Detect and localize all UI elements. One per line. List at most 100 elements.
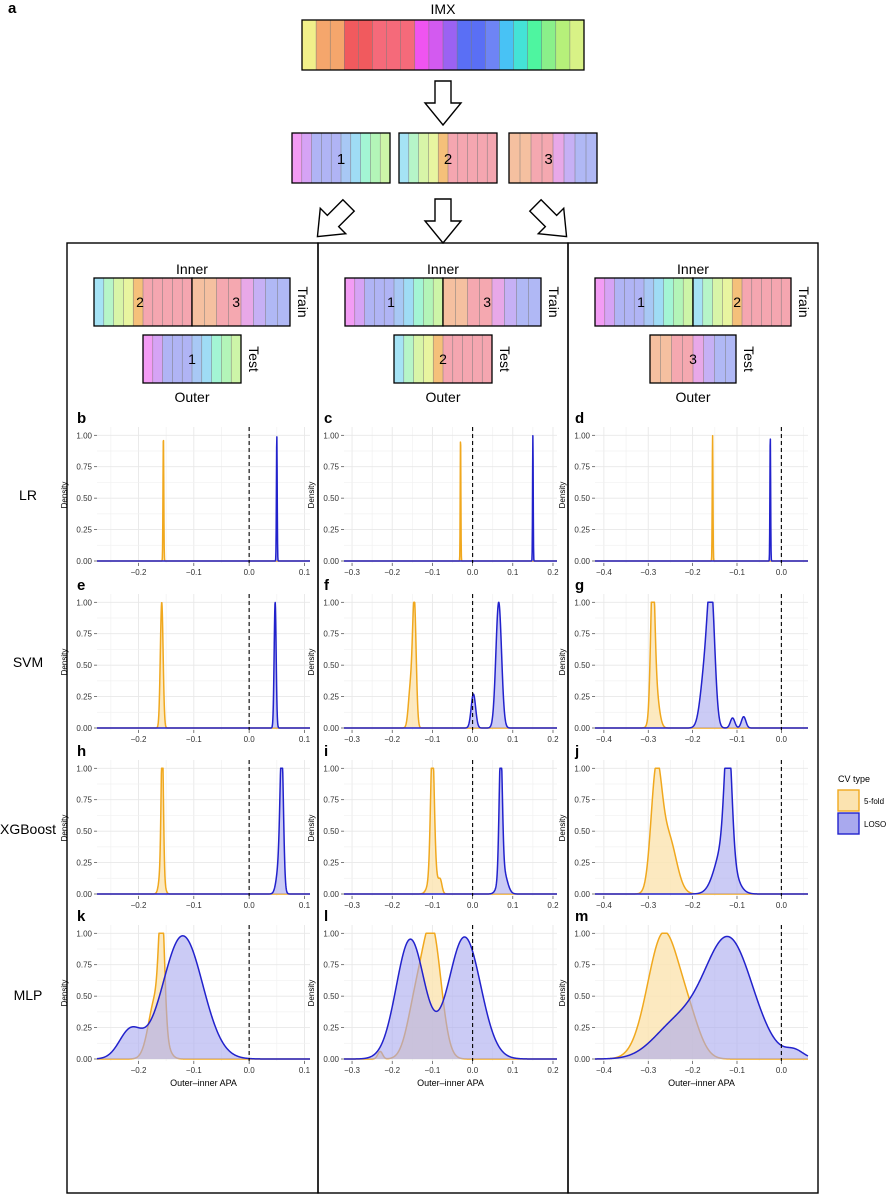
train-strip-a-1-segment [123, 278, 134, 326]
y-tick-label: 1.00 [574, 431, 590, 440]
arrow-to-col3 [528, 198, 568, 238]
dataset-strip-segment [457, 20, 472, 70]
y-tick-label: 0.75 [323, 630, 339, 639]
x-tick-label: −0.1 [186, 901, 202, 910]
train-strip-a-1-segment [133, 278, 144, 326]
y-tick-label: 0.00 [574, 724, 590, 733]
train-strip-b-2-segment [479, 278, 493, 326]
chart-panel-e: e 0.00 0.25 0.50 0.75 1.00 Density −0.2 −0.1 0.0 0… [60, 577, 311, 744]
test-strip-2-segment [482, 335, 493, 383]
density-line-loso [343, 767, 558, 895]
y-tick-label: 0.75 [574, 630, 590, 639]
y-tick-label: 0.50 [323, 494, 339, 503]
panel-letter-l: l [324, 908, 328, 925]
test-strip-3 [649, 334, 737, 384]
test-strip-3-segment [714, 335, 726, 383]
x-tick-label: −0.1 [425, 568, 441, 577]
x-tick-label: −0.2 [384, 1066, 400, 1075]
x-tick-label: −0.2 [131, 901, 147, 910]
x-tick-label: −0.2 [685, 1066, 701, 1075]
dataset-strip-segment [386, 20, 402, 70]
fold-1-strip-segment [360, 133, 371, 183]
fold-2-strip-segment [457, 133, 468, 183]
train-label-3: Train [796, 286, 812, 317]
row-label-xgboost: XGBoost [0, 821, 56, 837]
inner-label-3: Inner [677, 261, 709, 277]
train-strip-a-1-segment [103, 278, 114, 326]
plot-background [97, 594, 310, 730]
y-tick-label: 0.75 [76, 630, 92, 639]
train-strip-b-3-segment [712, 278, 723, 326]
train-strip-a-2-segment [403, 278, 414, 326]
x-tick-label: −0.3 [640, 901, 656, 910]
y-tick-label: 0.75 [323, 961, 339, 970]
y-axis-label: Density [558, 649, 567, 676]
x-tick-label: 0.0 [244, 735, 256, 744]
dataset-strip-segment [499, 20, 514, 70]
dataset-strip-segment [428, 20, 444, 70]
train-strip-a-1-segment [172, 278, 183, 326]
y-tick-label: 0.25 [574, 693, 590, 702]
plot-background [97, 427, 310, 563]
x-tick-label: −0.4 [596, 901, 612, 910]
column-frame-3 [567, 242, 819, 1194]
y-tick-label: 0.00 [574, 1055, 590, 1064]
y-tick-label: 1.00 [76, 764, 92, 773]
test-fold-label: 3 [689, 351, 697, 367]
y-tick-label: 0.00 [323, 890, 339, 899]
y-tick-label: 0.25 [574, 1024, 590, 1033]
y-tick-label: 1.00 [76, 431, 92, 440]
y-tick-label: 0.50 [76, 827, 92, 836]
legend-title: CV type [838, 774, 870, 784]
inner-label-2: Inner [427, 261, 459, 277]
test-strip-2-border [393, 334, 493, 384]
test-strip-3-segment [693, 335, 705, 383]
train-strip-a-2 [344, 277, 444, 327]
train-strip-a-3-segment [653, 278, 664, 326]
fold-2-strip-border [398, 132, 498, 184]
fold-2-strip-segment [477, 133, 488, 183]
y-axis-label: Density [558, 815, 567, 842]
test-strip-1-segment [182, 335, 193, 383]
test-strip-3-segment [671, 335, 683, 383]
x-tick-label: 0.0 [776, 735, 788, 744]
fold-1-strip [291, 132, 391, 184]
train-fold-label: 1 [637, 294, 645, 310]
arrow-to-col1-shape [316, 198, 356, 238]
legend-label-fivefold: 5-fold [864, 797, 884, 806]
train-strip-b-2-segment [492, 278, 505, 326]
x-tick-label: −0.4 [596, 568, 612, 577]
train-strip-a-2-segment [364, 278, 375, 326]
test-strip-1-segment [152, 335, 163, 383]
y-tick-label: 0.00 [574, 890, 590, 899]
panel-letter-i: i [324, 743, 328, 760]
test-label-3: Test [741, 346, 757, 372]
y-tick-label: 0.00 [76, 724, 92, 733]
row-label-mlp: MLP [14, 987, 43, 1003]
x-tick-label: 0.2 [547, 1066, 559, 1075]
fold-2-strip-segment [408, 133, 419, 183]
legend-label-loso: LOSO [864, 820, 886, 829]
train-strip-b-3-segment [722, 278, 733, 326]
test-strip-1 [142, 334, 242, 384]
y-tick-label: 0.75 [76, 463, 92, 472]
y-tick-label: 0.00 [323, 557, 339, 566]
density-area-loso [595, 936, 808, 1059]
dataset-strip-segment [358, 20, 373, 70]
row-label-lr: LR [19, 487, 37, 503]
fold-1-strip-segment [380, 133, 391, 183]
x-tick-label: 0.0 [467, 1066, 479, 1075]
test-strip-3-segment [725, 335, 737, 383]
train-strip-a-3-segment [614, 278, 625, 326]
train-strip-b-3-segment [751, 278, 762, 326]
y-tick-label: 0.00 [76, 890, 92, 899]
test-strip-1-segment [143, 335, 154, 383]
x-tick-label: 0.0 [467, 568, 479, 577]
x-tick-label: 0.0 [776, 901, 788, 910]
y-tick-label: 0.50 [76, 494, 92, 503]
dataset-strip-segment [302, 20, 317, 70]
x-tick-label: 0.1 [507, 901, 519, 910]
train-strip-b-2-segment [516, 278, 530, 326]
y-axis-label: Density [307, 815, 316, 842]
x-tick-label: −0.3 [344, 901, 360, 910]
